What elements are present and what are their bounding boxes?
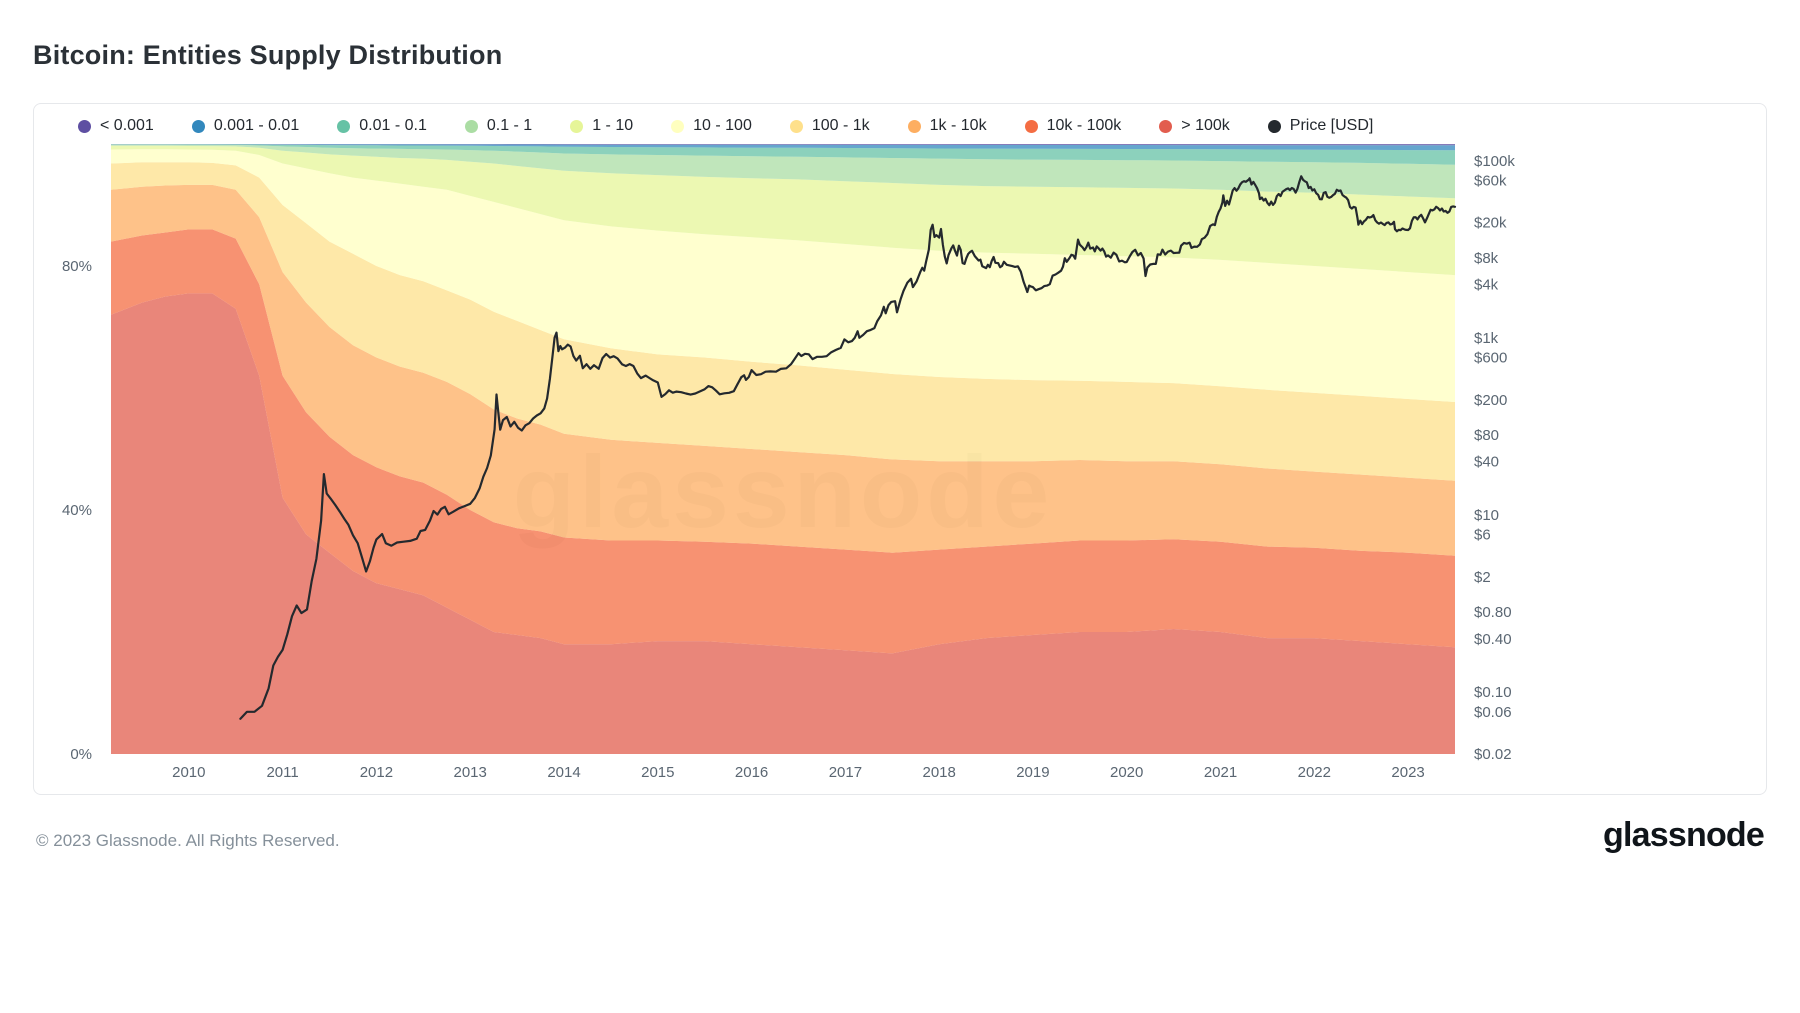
legend-item[interactable]: 1 - 10 [570, 117, 633, 135]
x-axis-tick: 2019 [1016, 764, 1049, 781]
right-axis-tick: $20k [1474, 215, 1507, 232]
right-axis-tick: $0.80 [1474, 604, 1512, 621]
right-axis-tick: $60k [1474, 173, 1507, 190]
legend-item-label: 10k - 100k [1046, 117, 1122, 134]
supply-distribution-chart[interactable]: 0% 40% 80% $100k $60k $20k $8k $4k $1k $600 $200 $8… [34, 104, 1766, 794]
x-axis-tick: 2013 [454, 764, 487, 781]
supply-band [111, 144, 1455, 151]
left-axis-tick: 80% [62, 258, 92, 275]
x-axis-tick: 2020 [1110, 764, 1143, 781]
x-axis-tick: 2012 [360, 764, 393, 781]
legend-dot-icon [671, 119, 685, 133]
legend-item[interactable]: Price [USD] [1267, 117, 1374, 135]
legend: < 0.001 0.001 - 0.01 0.01 - 0.1 0.1 - 1 1 - … [78, 117, 1373, 135]
right-axis-tick: $40 [1474, 454, 1499, 471]
legend-item-label: < 0.001 [100, 117, 154, 134]
x-axis-tick: 2016 [735, 764, 768, 781]
legend-item-label: 0.1 - 1 [486, 117, 533, 134]
x-axis-tick: 2021 [1204, 764, 1237, 781]
glassnode-logo[interactable]: glassnode [1603, 816, 1765, 854]
x-axis-tick: 2022 [1298, 764, 1331, 781]
price-line [239, 175, 1457, 720]
supply-band [111, 145, 1455, 276]
legend-item-label: 100 - 1k [811, 117, 870, 134]
supply-band [111, 184, 1455, 556]
legend-dot-icon [191, 119, 205, 133]
legend-dot-icon [1159, 119, 1173, 133]
legend-item[interactable]: < 0.001 [78, 117, 154, 135]
supply-band [111, 293, 1455, 754]
supply-band [111, 144, 1455, 165]
right-axis-tick: $10 [1474, 507, 1499, 524]
legend-dot-icon [1024, 119, 1038, 133]
legend-dot-icon [464, 119, 478, 133]
legend-item-label: 0.001 - 0.01 [213, 117, 300, 134]
legend-item[interactable]: 0.1 - 1 [464, 117, 533, 135]
right-axis-tick: $100k [1474, 153, 1515, 170]
left-axis-tick: 0% [70, 746, 92, 763]
page-title: Bitcoin: Entities Supply Distribution [33, 40, 503, 70]
legend-dot-icon [337, 119, 351, 133]
legend-item[interactable]: 0.01 - 0.1 [337, 117, 427, 135]
legend-item[interactable]: 10k - 100k [1024, 117, 1122, 135]
right-axis-tick: $200 [1474, 392, 1507, 409]
supply-band [111, 162, 1455, 481]
legend-item-label: Price [USD] [1289, 117, 1374, 134]
right-axis-tick: $4k [1474, 277, 1499, 294]
legend-item-label: 10 - 100 [693, 117, 752, 134]
x-axis-tick: 2023 [1391, 764, 1424, 781]
legend-dot-icon [570, 119, 584, 133]
x-axis-tick: 2015 [641, 764, 674, 781]
right-axis-tick: $600 [1474, 350, 1507, 367]
right-axis-tick: $0.06 [1474, 704, 1512, 721]
x-axis-tick: 2011 [266, 764, 298, 781]
right-axis-tick: $6 [1474, 527, 1491, 544]
legend-dot-icon [907, 119, 921, 133]
legend-item-label: > 100k [1181, 117, 1230, 134]
legend-item[interactable]: 1k - 10k [907, 117, 987, 135]
right-axis-tick: $1k [1474, 330, 1499, 347]
legend-item-label: 1k - 10k [929, 117, 987, 134]
right-axis-tick: $0.40 [1474, 631, 1512, 648]
legend-item[interactable]: > 100k [1159, 117, 1230, 135]
footer-copyright: © 2023 Glassnode. All Rights Reserved. [36, 831, 340, 850]
legend-item[interactable]: 100 - 1k [789, 117, 870, 135]
right-axis-tick: $0.10 [1474, 684, 1512, 701]
right-axis-tick: $0.02 [1474, 746, 1512, 763]
legend-dot-icon [1267, 119, 1281, 133]
left-axis-tick: 40% [62, 502, 92, 519]
chart-panel: < 0.001 0.001 - 0.01 0.01 - 0.1 0.1 - 1 1 - … [33, 103, 1767, 795]
supply-band [111, 149, 1455, 402]
x-axis-tick: 2017 [829, 764, 862, 781]
legend-item[interactable]: 0.001 - 0.01 [191, 117, 300, 135]
x-axis-tick: 2018 [923, 764, 956, 781]
supply-band [111, 144, 1455, 146]
right-axis-tick: $8k [1474, 250, 1499, 267]
x-axis-tick: 2010 [172, 764, 205, 781]
right-axis-tick: $2 [1474, 569, 1491, 586]
legend-dot-icon [78, 119, 91, 133]
legend-item-label: 1 - 10 [592, 117, 634, 134]
supply-band [111, 144, 1455, 199]
right-axis-tick: $80 [1474, 427, 1499, 444]
legend-item[interactable]: 10 - 100 [671, 117, 752, 135]
x-axis-tick: 2014 [547, 764, 580, 781]
legend-item-label: 0.01 - 0.1 [359, 117, 427, 134]
supply-band [111, 229, 1455, 654]
legend-dot-icon [789, 119, 803, 133]
